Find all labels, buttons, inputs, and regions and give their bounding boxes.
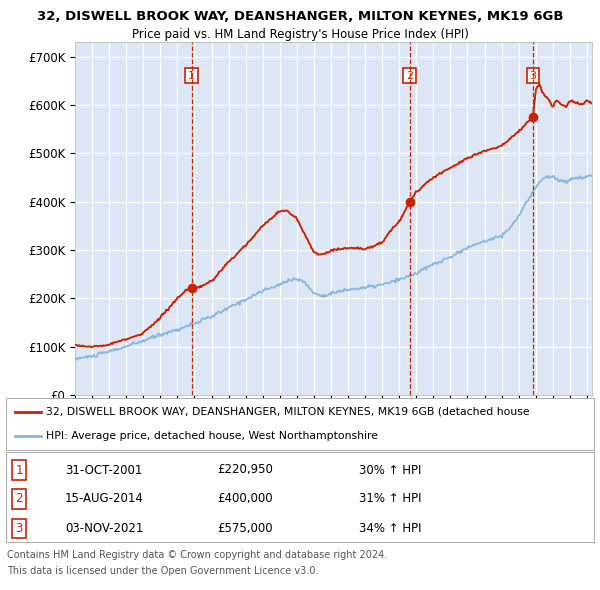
Text: 31-OCT-2001: 31-OCT-2001	[65, 464, 142, 477]
Text: 15-AUG-2014: 15-AUG-2014	[65, 492, 143, 505]
Text: 3: 3	[15, 522, 23, 535]
Text: 30% ↑ HPI: 30% ↑ HPI	[359, 464, 421, 477]
Text: 1: 1	[15, 464, 23, 477]
Text: HPI: Average price, detached house, West Northamptonshire: HPI: Average price, detached house, West…	[46, 431, 378, 441]
Text: £575,000: £575,000	[218, 522, 274, 535]
Text: Price paid vs. HM Land Registry's House Price Index (HPI): Price paid vs. HM Land Registry's House …	[131, 28, 469, 41]
Text: Contains HM Land Registry data © Crown copyright and database right 2024.: Contains HM Land Registry data © Crown c…	[7, 550, 388, 560]
Text: 03-NOV-2021: 03-NOV-2021	[65, 522, 143, 535]
Text: £400,000: £400,000	[218, 492, 274, 505]
Text: £220,950: £220,950	[218, 464, 274, 477]
Text: 32, DISWELL BROOK WAY, DEANSHANGER, MILTON KEYNES, MK19 6GB: 32, DISWELL BROOK WAY, DEANSHANGER, MILT…	[37, 10, 563, 23]
Text: 2: 2	[406, 71, 413, 80]
Text: 31% ↑ HPI: 31% ↑ HPI	[359, 492, 421, 505]
Text: This data is licensed under the Open Government Licence v3.0.: This data is licensed under the Open Gov…	[7, 566, 319, 576]
Text: 1: 1	[188, 71, 195, 80]
Text: 32, DISWELL BROOK WAY, DEANSHANGER, MILTON KEYNES, MK19 6GB (detached house: 32, DISWELL BROOK WAY, DEANSHANGER, MILT…	[46, 407, 530, 417]
Text: 3: 3	[529, 71, 536, 80]
Text: 34% ↑ HPI: 34% ↑ HPI	[359, 522, 421, 535]
Text: 2: 2	[15, 492, 23, 505]
